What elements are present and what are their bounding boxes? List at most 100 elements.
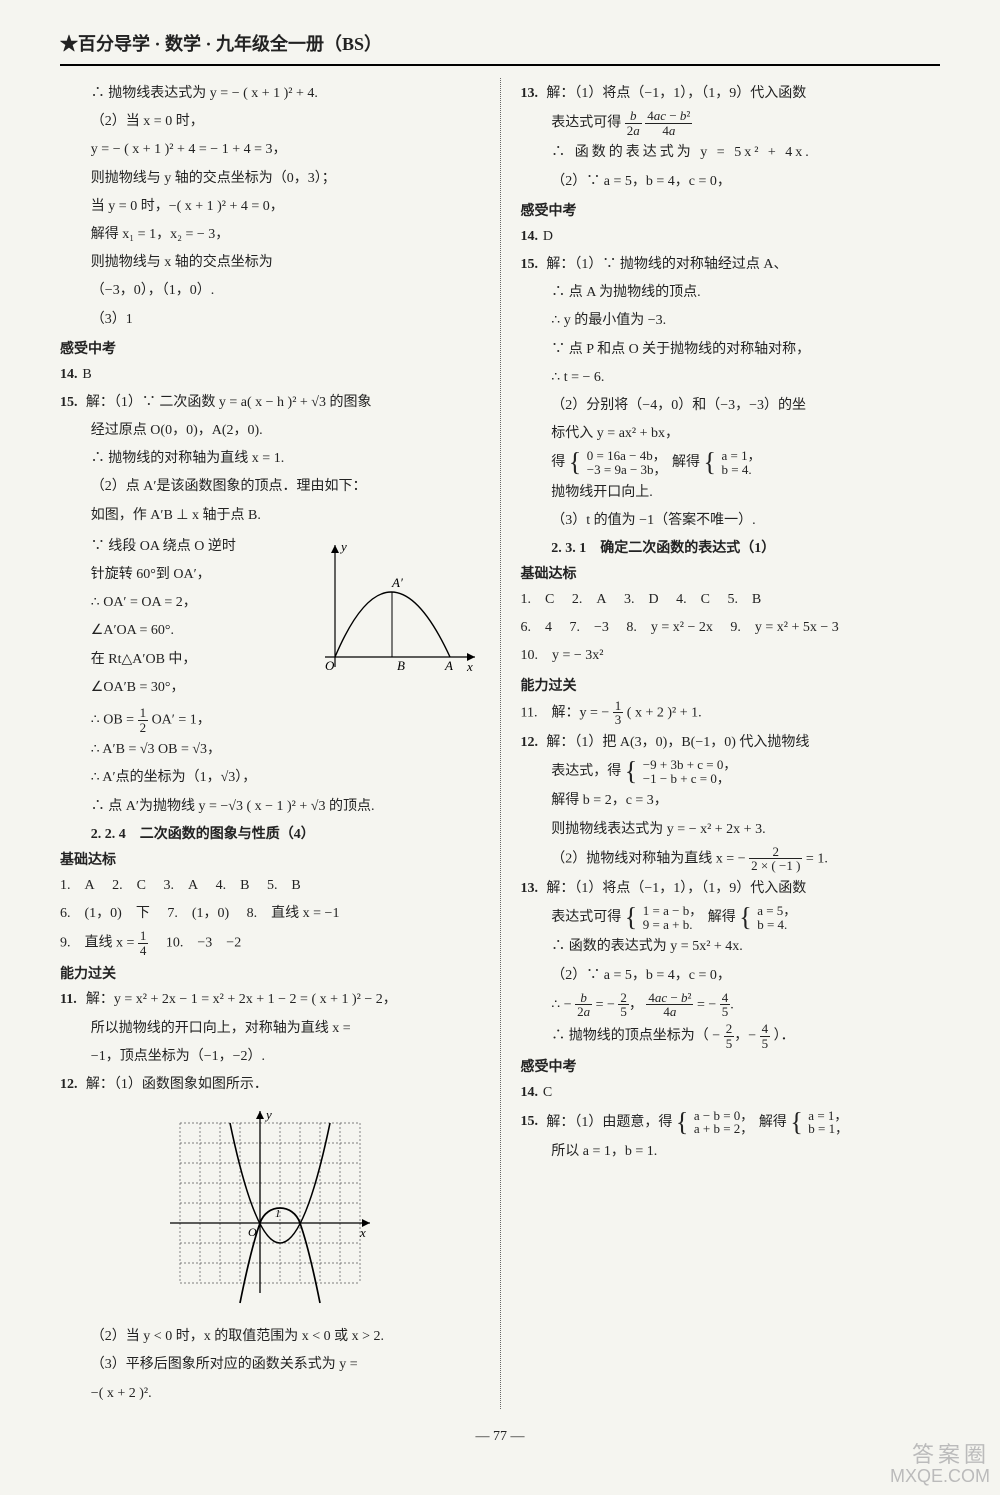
answer-line: 14.D bbox=[521, 224, 941, 249]
fraction: 12 bbox=[138, 706, 149, 734]
text-line: ∵ 点 P 和点 O 关于抛物线的对称轴对称， bbox=[521, 337, 941, 362]
answer-row: 1. C 2. A 3. D 4. C 5. B bbox=[521, 587, 941, 612]
text-line: （3）t 的值为 −1（答案不唯一）. bbox=[521, 508, 941, 533]
page-number: — 77 — bbox=[60, 1429, 940, 1445]
section-heading: 2. 3. 1 确定二次函数的表达式（1） bbox=[521, 537, 941, 557]
answer-line: 9. 直线 x = 14 10. −3 −2 bbox=[60, 929, 480, 957]
text-line: 11. 解：y = x² + 2x − 1 = x² + 2x + 1 − 2 … bbox=[60, 987, 480, 1012]
text-line: 则抛物线与 x 轴的交点坐标为 bbox=[60, 250, 480, 275]
text-line: 则抛物线表达式为 y = − x² + 2x + 3. bbox=[521, 817, 941, 842]
text-line: 标代入 y = ax² + bx， bbox=[521, 421, 941, 446]
svg-text:1: 1 bbox=[275, 1208, 281, 1220]
question-number: 12. bbox=[521, 730, 543, 755]
section-heading: 感受中考 bbox=[521, 1056, 941, 1076]
text: 解：y = x² + 2x − 1 = x² + 2x + 1 − 2 = ( … bbox=[86, 992, 397, 1007]
fraction: 13 bbox=[613, 699, 624, 727]
parabola-figure-1: O A′ B A x y bbox=[315, 537, 480, 687]
text-line: −( x + 2 )². bbox=[60, 1381, 480, 1406]
text-line: ∴ − b2a = − 25， 4ac − b²4a = − 45. bbox=[521, 991, 941, 1019]
text-line: ∴ t = − 6. bbox=[521, 365, 941, 390]
answer-value: B bbox=[82, 367, 91, 382]
answer: 2. C bbox=[112, 878, 146, 893]
text-line: ∴ 函数的表达式为 y = 5x² + 4x. bbox=[521, 934, 941, 959]
answer: 7. (1，0) bbox=[167, 906, 229, 921]
text-line: ∴ 点 A′为抛物线 y = −√3 ( x − 1 )² + √3 的顶点. bbox=[60, 794, 480, 819]
text-line: ∴ y 的最小值为 −3. bbox=[521, 308, 941, 333]
text-line: ∴ 抛物线表达式为 y = − ( x + 1 )² + 4. bbox=[60, 81, 480, 106]
answer-row: 6. (1，0) 下 7. (1，0) 8. 直线 x = −1 bbox=[60, 901, 480, 926]
fraction: b2a bbox=[575, 991, 592, 1019]
origin-label: O bbox=[248, 1225, 257, 1239]
watermark-line1: 答案圈 bbox=[890, 1443, 990, 1467]
answer: 6. 4 bbox=[521, 620, 553, 635]
text-line: 解得 x₁ = 1，x₂ = − 3， bbox=[60, 222, 480, 247]
b-label: B bbox=[397, 658, 405, 673]
x-axis-label: x bbox=[359, 1225, 366, 1240]
answer: C bbox=[543, 1085, 552, 1100]
column-divider bbox=[500, 78, 501, 1409]
answer: 6. (1，0) 下 bbox=[60, 906, 150, 921]
question-number: 13. bbox=[521, 81, 543, 106]
y-axis-label: y bbox=[264, 1107, 272, 1122]
equation-cases: a = 5， b = 4. bbox=[755, 904, 798, 931]
equation-cases: a = 1， b = 1， bbox=[806, 1109, 850, 1136]
answer: 5. B bbox=[267, 878, 301, 893]
section-heading: 能力过关 bbox=[521, 675, 941, 695]
answer: 3. A bbox=[163, 878, 198, 893]
text-line: （2）∵ a = 5，b = 4，c = 0， bbox=[521, 963, 941, 988]
text-line: （3）平移后图象所对应的函数关系式为 y = bbox=[60, 1352, 480, 1377]
equation-cases: a − b = 0， a + b = 2， bbox=[692, 1109, 755, 1136]
text-line: （2）当 x = 0 时， bbox=[60, 109, 480, 134]
a-label: A bbox=[444, 658, 453, 673]
text-line: 抛物线开口向上. bbox=[521, 480, 941, 505]
answer: 7. −3 bbox=[570, 620, 609, 635]
answer-row: 1. A 2. C 3. A 4. B 5. B bbox=[60, 873, 480, 898]
text: 解：（1）将点（−1，1），（1，9）代入函数 bbox=[546, 86, 806, 101]
equation-cases: −9 + 3b + c = 0， −1 − b + c = 0， bbox=[641, 758, 739, 785]
text: ∴ OB = bbox=[91, 712, 138, 727]
text-line: 所以抛物线的开口向上，对称轴为直线 x = bbox=[60, 1016, 480, 1041]
text-line: ∴ A′点的坐标为（1，√3）， bbox=[60, 765, 480, 790]
watermark: 答案圈 MXQE.COM bbox=[890, 1443, 990, 1487]
answer: 2. A bbox=[572, 592, 607, 607]
text: 解：（1）∵ 抛物线的对称轴经过点 A、 bbox=[546, 257, 787, 272]
text: = 1. bbox=[806, 851, 828, 866]
section-heading: 感受中考 bbox=[60, 338, 480, 358]
equation-cases: 1 = a − b， 9 = a + b. bbox=[641, 904, 704, 931]
text-line: 如图，作 A′B ⊥ x 轴于点 B. bbox=[60, 503, 480, 528]
text-line: 所以 a = 1，b = 1. bbox=[521, 1139, 941, 1164]
answer: 9. y = x² + 5x − 3 bbox=[730, 620, 838, 635]
text-line: 当 y = 0 时，−( x + 1 )² + 4 = 0， bbox=[60, 194, 480, 219]
fraction: 14 bbox=[138, 929, 149, 957]
text-line: y = − ( x + 1 )² + 4 = − 1 + 4 = 3， bbox=[60, 137, 480, 162]
question-number: 15. bbox=[521, 1109, 543, 1134]
x-axis-label: x bbox=[466, 659, 473, 674]
text-line: 15. 解：（1）∵ 抛物线的对称轴经过点 A、 bbox=[521, 252, 941, 277]
question-number: 11. bbox=[60, 987, 82, 1012]
fraction: b2a bbox=[625, 109, 642, 137]
y-axis-label: y bbox=[339, 539, 347, 554]
text-line: ∴ 抛物线的顶点坐标为（ − 25，− 45 ）． bbox=[521, 1022, 941, 1050]
fraction: 22 × ( −1 ) bbox=[749, 845, 802, 873]
text-line: 表达式可得 b2a 4ac − b²4a bbox=[521, 109, 941, 137]
fraction: 25 bbox=[724, 1022, 735, 1050]
text: OA′ = 1， bbox=[152, 712, 211, 727]
answer: 4. C bbox=[676, 592, 710, 607]
answer-row: 6. 4 7. −3 8. y = x² − 2x 9. y = x² + 5x… bbox=[521, 615, 941, 640]
text-line: ∴ 函数的表达式为 y = 5x² + 4x. bbox=[521, 140, 941, 165]
answer: 8. y = x² − 2x bbox=[626, 620, 713, 635]
text: 解：（1）∵ 二次函数 y = a( x − h )² + √3 的图象 bbox=[86, 395, 372, 410]
text: 解：（1）将点（−1，1），（1，9）代入函数 bbox=[546, 881, 806, 896]
section-heading: 基础达标 bbox=[60, 849, 480, 869]
text-line: ∠A′OA = 60°. bbox=[60, 618, 309, 643]
text-line: ∴ OA′ = OA = 2， bbox=[60, 590, 309, 615]
text: 解：（1）由题意，得 bbox=[546, 1114, 672, 1129]
text-line: （−3，0），（1，0）. bbox=[60, 278, 480, 303]
text-line: 13. 解：（1）将点（−1，1），（1，9）代入函数 bbox=[521, 81, 941, 106]
text-line: 在 Rt△A′OB 中， bbox=[60, 647, 309, 672]
a-prime-label: A′ bbox=[391, 575, 403, 590]
text-line: 13. 解：（1）将点（−1，1），（1，9）代入函数 解：（1）将点（−1，1… bbox=[521, 876, 941, 901]
question-number: 15. bbox=[60, 390, 82, 415]
text-line: （2）∵ a = 5，b = 4，c = 0， bbox=[521, 169, 941, 194]
question-number: 15. bbox=[521, 252, 543, 277]
